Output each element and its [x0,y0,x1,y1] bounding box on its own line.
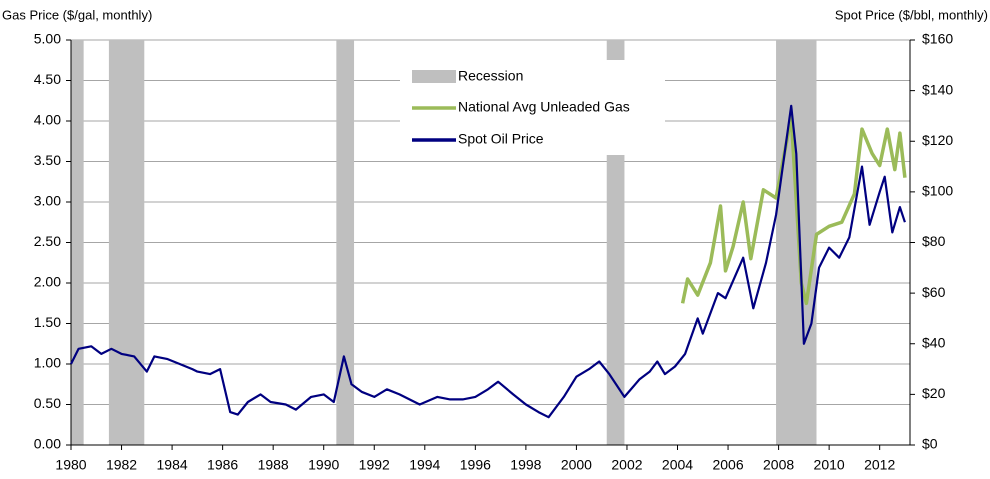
x-tick-label: 1996 [460,457,491,473]
y2-tick-label: $60 [922,284,946,300]
y2-tick-label: $160 [922,31,953,47]
y-tick-label: 4.00 [34,112,61,128]
x-tick-label: 1986 [207,457,238,473]
legend-label: National Avg Unleaded Gas [458,99,630,115]
y2-tick-label: $20 [922,385,946,401]
y-tick-label: 3.00 [34,193,61,209]
y-tick-label: 0.50 [34,395,61,411]
y2-tick-label: $40 [922,334,946,350]
x-tick-label: 1990 [308,457,339,473]
x-tick-label: 2000 [561,457,592,473]
y-tick-label: 1.00 [34,355,61,371]
legend-swatch [412,70,456,83]
y2-axis-title: Spot Price ($/bbl, monthly) [835,7,988,22]
y-tick-label: 0.00 [34,436,61,452]
recession-band [336,40,355,445]
x-tick-label: 1994 [409,457,440,473]
recession-band [108,40,145,445]
x-tick-label: 1984 [157,457,188,473]
recession-band [776,40,817,445]
y2-tick-label: $80 [922,233,946,249]
x-tick-label: 2010 [814,457,845,473]
y2-tick-label: $120 [922,132,953,148]
recession-band [71,40,84,445]
x-tick-label: 2004 [662,457,693,473]
series-line [70,104,906,419]
legend-label: Spot Oil Price [458,131,544,147]
legend-label: Recession [458,68,523,84]
y2-tick-label: $100 [922,183,953,199]
x-tick-label: 1980 [55,457,86,473]
x-tick-label: 2012 [864,457,895,473]
y-tick-label: 5.00 [34,31,61,47]
y-axis-title: Gas Price ($/gal, monthly) [2,7,152,22]
y-tick-label: 2.00 [34,274,61,290]
x-tick-label: 1992 [359,457,390,473]
y-tick-label: 4.50 [34,71,61,87]
x-tick-label: 2006 [712,457,743,473]
y-tick-label: 3.50 [34,152,61,168]
x-tick-label: 1982 [106,457,137,473]
x-tick-label: 2002 [611,457,642,473]
y2-tick-label: $140 [922,81,953,97]
y-tick-label: 1.50 [34,314,61,330]
x-tick-label: 1988 [258,457,289,473]
y-tick-label: 2.50 [34,233,61,249]
y2-tick-label: $0 [922,436,938,452]
x-tick-label: 1998 [510,457,541,473]
x-tick-label: 2008 [763,457,794,473]
